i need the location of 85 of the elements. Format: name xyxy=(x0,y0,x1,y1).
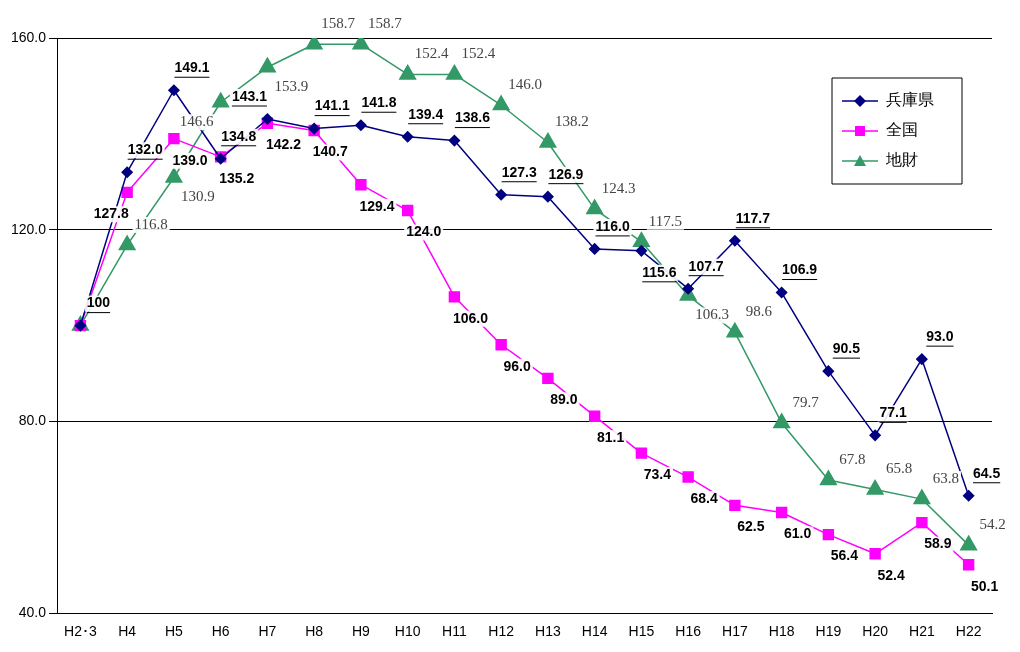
data-label: 149.1 xyxy=(174,59,210,76)
data-label: 68.4 xyxy=(690,489,718,506)
y-tick-label: 80.0 xyxy=(18,412,47,429)
data-label: 141.1 xyxy=(314,97,350,114)
x-tick-label: H7 xyxy=(258,623,277,640)
data-label: 77.1 xyxy=(879,404,907,421)
data-label: 98.6 xyxy=(745,303,773,320)
data-label: 100 xyxy=(86,294,111,311)
data-label: 126.9 xyxy=(548,165,584,182)
x-tick-label: H2･3 xyxy=(64,623,97,640)
data-label: 146.6 xyxy=(179,113,215,130)
data-label: 67.8 xyxy=(839,450,866,467)
legend-label: 兵庫県 xyxy=(886,90,934,110)
data-label: 116.0 xyxy=(595,217,630,234)
data-label: 127.3 xyxy=(501,163,537,180)
x-tick-label: H20 xyxy=(862,623,889,640)
data-label: 158.7 xyxy=(368,15,403,32)
data-label: 130.9 xyxy=(181,188,215,205)
x-tick-label: H17 xyxy=(722,623,748,640)
data-label: 56.4 xyxy=(830,547,859,564)
data-label: 138.6 xyxy=(454,109,491,126)
x-tick-label: H22 xyxy=(955,623,982,640)
data-label: 54.2 xyxy=(979,516,1006,533)
data-label: 50.1 xyxy=(971,577,999,594)
x-tick-label: H18 xyxy=(768,623,795,640)
y-tick-label: 120.0 xyxy=(10,220,47,237)
x-tick-label: H8 xyxy=(305,623,324,640)
x-tick-label: H19 xyxy=(815,623,842,640)
x-tick-label: H4 xyxy=(118,623,137,640)
data-label: 134.8 xyxy=(221,127,257,144)
data-label: 117.5 xyxy=(648,212,682,229)
data-label: 152.4 xyxy=(461,45,496,62)
data-label: 135.2 xyxy=(219,169,255,186)
data-label: 96.0 xyxy=(503,357,531,374)
data-label: 65.8 xyxy=(886,460,913,477)
data-label: 79.7 xyxy=(792,393,820,410)
x-tick-label: H10 xyxy=(394,623,421,640)
x-tick-label: H11 xyxy=(442,623,467,640)
data-label: 107.7 xyxy=(688,257,724,274)
x-tick-label: H5 xyxy=(164,623,184,640)
data-label: 138.2 xyxy=(555,113,589,130)
data-label: 146.0 xyxy=(508,76,543,93)
data-label: 152.4 xyxy=(414,45,450,62)
x-tick-label: H16 xyxy=(675,623,702,640)
legend-label: 地財 xyxy=(885,150,918,170)
y-tick-label: 40.0 xyxy=(18,604,47,621)
data-label: 61.0 xyxy=(784,525,812,542)
data-label: 58.9 xyxy=(924,535,952,552)
data-label: 52.4 xyxy=(877,566,905,583)
data-label: 117.7 xyxy=(735,209,771,226)
data-label: 127.8 xyxy=(93,205,129,222)
data-label: 124.3 xyxy=(601,180,636,197)
x-tick-label: H14 xyxy=(581,623,608,640)
data-label: 129.4 xyxy=(359,197,395,214)
data-label: 139.4 xyxy=(408,105,444,122)
data-label: 153.9 xyxy=(274,78,309,95)
data-label: 132.0 xyxy=(127,141,163,158)
data-label: 142.2 xyxy=(265,136,302,153)
x-tick-label: H21 xyxy=(909,623,935,640)
x-tick-label: H6 xyxy=(211,623,230,640)
data-label: 81.1 xyxy=(597,429,625,446)
data-label: 93.0 xyxy=(926,328,954,345)
data-label: 116.8 xyxy=(134,216,168,233)
data-label: 106.0 xyxy=(452,309,489,326)
x-tick-label: H9 xyxy=(351,623,371,640)
x-tick-label: H15 xyxy=(628,623,655,640)
data-label: 90.5 xyxy=(832,340,861,356)
data-label: 89.0 xyxy=(550,391,578,408)
data-label: 139.0 xyxy=(172,151,208,168)
data-label: 64.5 xyxy=(973,464,1001,481)
data-label: 106.9 xyxy=(782,261,818,278)
data-label: 73.4 xyxy=(643,465,672,482)
data-label: 140.7 xyxy=(312,143,348,160)
y-tick-label: 160.0 xyxy=(10,28,47,45)
data-label: 141.8 xyxy=(361,94,397,111)
data-label: 115.6 xyxy=(642,263,677,280)
x-tick-label: H13 xyxy=(535,623,561,640)
data-label: 158.7 xyxy=(321,15,356,32)
legend-label: 全国 xyxy=(886,120,918,140)
data-label: 124.0 xyxy=(406,223,442,240)
x-tick-label: H12 xyxy=(488,623,515,640)
data-label: 106.3 xyxy=(695,306,730,323)
data-label: 62.5 xyxy=(737,518,765,535)
data-label: 63.8 xyxy=(932,470,959,487)
data-label: 143.1 xyxy=(231,87,268,104)
